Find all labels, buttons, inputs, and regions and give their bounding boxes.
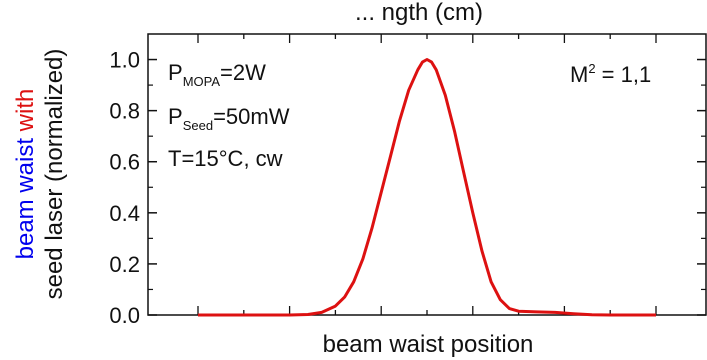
m2-superscript: 2 (588, 61, 595, 76)
annotation-temperature: T=15°C, cw (168, 146, 283, 171)
p-seed-symbol: P (168, 104, 183, 129)
m2-value: = 1,1 (596, 62, 652, 87)
y-tick-label-3: 0.6 (109, 150, 140, 175)
p-mopa-value: =2W (220, 60, 266, 85)
p-mopa-subscript: MOPA (183, 74, 221, 89)
series-line-m2-1-1 (198, 58, 656, 317)
y-tick-label-2: 0.4 (109, 201, 140, 226)
y-axis-tick-labels: 0.0 0.2 0.4 0.6 0.8 1.0 (109, 48, 140, 328)
m2-symbol: M (570, 62, 588, 87)
y-axis-title-line1: beam waist with (12, 89, 39, 260)
p-seed-subscript: Seed (183, 118, 213, 133)
y-axis-title-part-beam-waist: beam waist (12, 131, 39, 259)
annotation-p-seed: PSeed=50mW (168, 104, 290, 133)
x-axis-title: beam waist position (323, 331, 534, 358)
annotation-p-mopa: PMOPA=2W (168, 60, 266, 89)
y-tick-label-4: 0.8 (109, 99, 140, 124)
y-tick-label-1: 0.2 (109, 252, 140, 277)
y-axis-ticks (148, 58, 706, 316)
chart-title: ... ngth (cm) (355, 0, 483, 26)
p-seed-value: =50mW (213, 104, 290, 129)
y-axis-title-line2: seed laser (normalized) (41, 49, 68, 300)
y-tick-label-5: 1.0 (109, 48, 140, 73)
legend-m2-label: M2 = 1,1 (570, 61, 651, 87)
y-tick-label-0: 0.0 (109, 303, 140, 328)
p-mopa-symbol: P (168, 60, 183, 85)
y-axis-title-part-with: with (12, 89, 39, 133)
